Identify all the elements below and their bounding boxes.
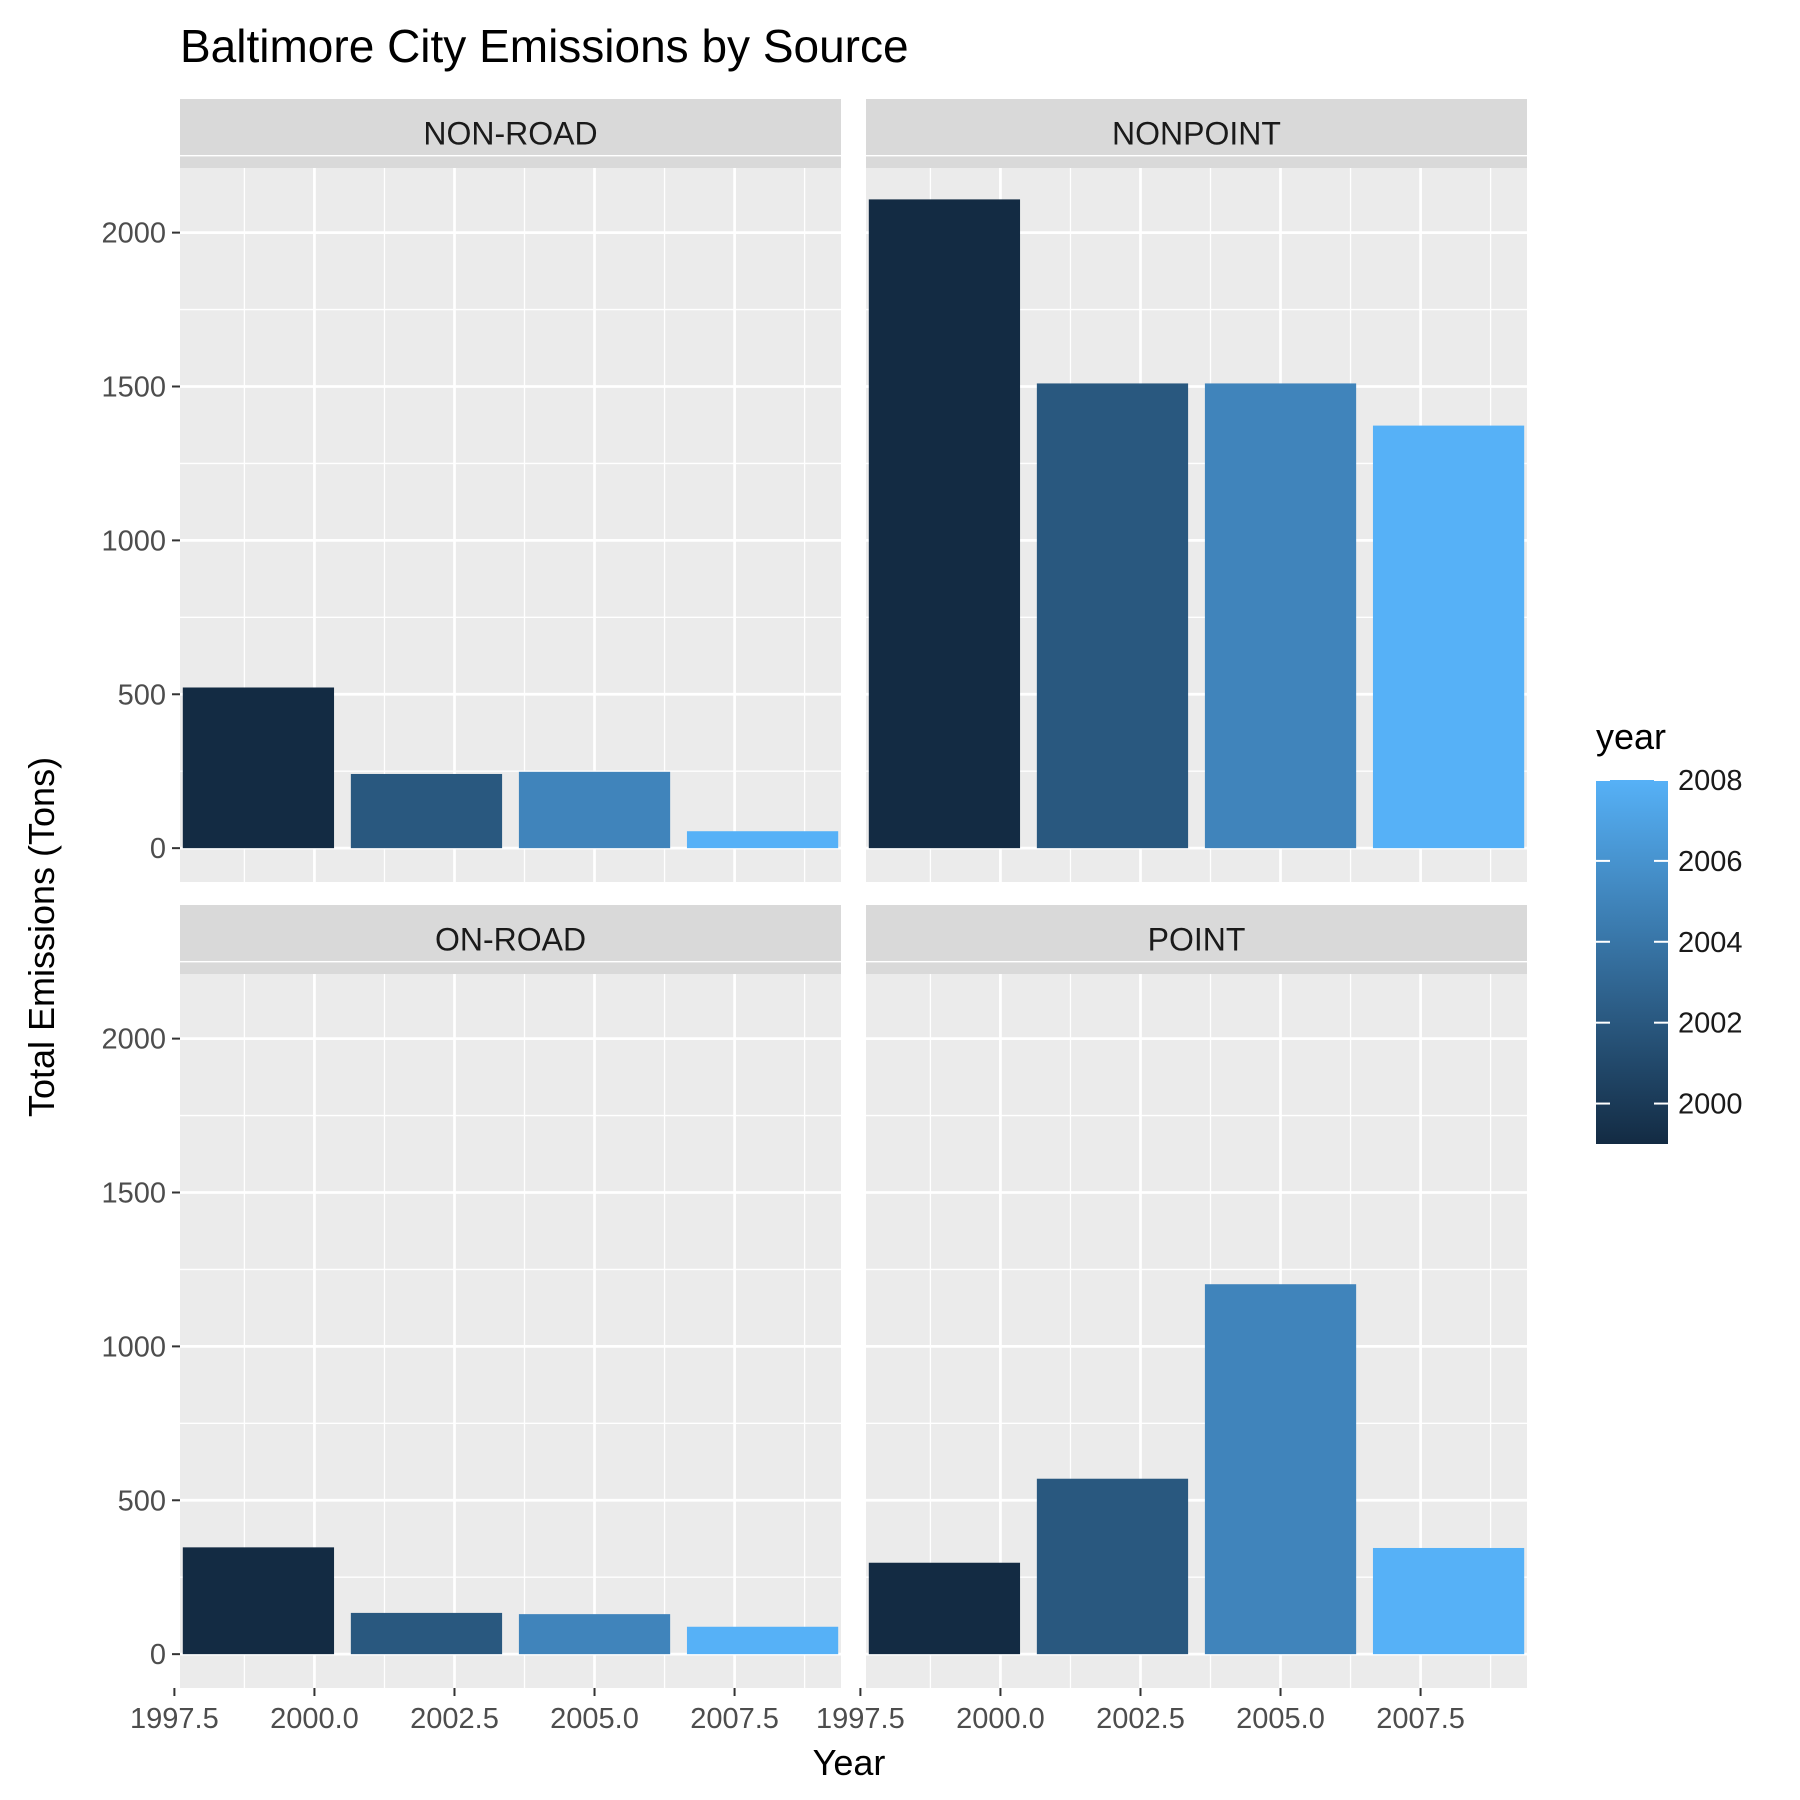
x-tick-label: 2007.5 <box>1376 1703 1465 1735</box>
x-tick-label: 2000.0 <box>270 1703 359 1735</box>
legend-title: year <box>1596 716 1666 757</box>
legend-label: 2006 <box>1678 846 1743 878</box>
strip-label: NON-ROAD <box>423 116 597 152</box>
y-tick-label: 500 <box>118 1485 166 1517</box>
panel-on-road: ON-ROAD 0 500 1000 1500 2000 1997.5 2000.0 2002.… <box>101 905 841 1735</box>
panel-point: POINT 1997.5 2000.0 2002.5 2005.0 2007.5 <box>816 905 1527 1735</box>
y-tick-label: 1000 <box>101 1331 166 1363</box>
x-tick-label: 1997.5 <box>130 1703 219 1735</box>
bar-point-2005 <box>1204 1284 1357 1655</box>
x-tick-label: 2000.0 <box>956 1703 1045 1735</box>
legend-label: 2008 <box>1678 765 1743 797</box>
x-tick-label: 1997.5 <box>816 1703 905 1735</box>
legend: year 2000 2002 2004 2006 2008 <box>1596 716 1743 1144</box>
legend-colorbar <box>1596 780 1668 1144</box>
legend-label: 2002 <box>1678 1008 1743 1040</box>
bar-non-road-1999 <box>182 687 335 849</box>
x-tick-label: 2005.0 <box>550 1703 639 1735</box>
strip-nonpoint <box>866 99 1527 168</box>
bar-nonpoint-1999 <box>868 199 1021 849</box>
strip-label: ON-ROAD <box>435 922 586 958</box>
bar-point-2008 <box>1372 1547 1525 1655</box>
x-tick-label: 2002.5 <box>410 1703 499 1735</box>
bar-non-road-2008 <box>686 831 839 849</box>
legend-ticks: 2000 2002 2004 2006 2008 <box>1596 765 1743 1121</box>
strip-label: POINT <box>1148 922 1246 958</box>
panel-nonpoint: NONPOINT <box>859 99 1527 882</box>
y-tick-label: 2000 <box>101 1024 166 1056</box>
legend-label: 2004 <box>1678 927 1743 959</box>
y-tick-label: 1500 <box>101 1178 166 1210</box>
bar-on-road-1999 <box>182 1547 335 1655</box>
x-axis-title: Year <box>813 1742 886 1783</box>
strip-on-road <box>180 905 841 974</box>
y-tick-label: 1000 <box>101 525 166 557</box>
bar-on-road-2002 <box>350 1612 503 1655</box>
bar-point-2002 <box>1036 1478 1189 1655</box>
facet-panels: NON-ROAD 0 500 1000 1500 2000 NONPOINT ON-ROAD 0… <box>101 99 1527 1735</box>
strip-point <box>866 905 1527 974</box>
bar-on-road-2005 <box>518 1614 671 1655</box>
x-tick-label: 2007.5 <box>690 1703 779 1735</box>
strip-label: NONPOINT <box>1112 116 1281 152</box>
y-tick-label: 2000 <box>101 218 166 250</box>
bar-nonpoint-2005 <box>1204 383 1357 849</box>
x-tick-label: 2002.5 <box>1096 1703 1185 1735</box>
y-axis-title: Total Emissions (Tons) <box>21 757 62 1117</box>
panel-non-road: NON-ROAD 0 500 1000 1500 2000 <box>101 99 841 882</box>
bar-on-road-2008 <box>686 1626 839 1655</box>
x-tick-label: 2005.0 <box>1236 1703 1325 1735</box>
bar-non-road-2005 <box>518 771 671 849</box>
bar-nonpoint-2002 <box>1036 383 1189 849</box>
bar-non-road-2002 <box>350 773 503 849</box>
bar-nonpoint-2008 <box>1372 425 1525 849</box>
chart-title: Baltimore City Emissions by Source <box>180 20 909 72</box>
strip-non-road <box>180 99 841 168</box>
y-tick-label: 0 <box>150 1639 166 1671</box>
y-tick-label: 1500 <box>101 372 166 404</box>
y-tick-label: 0 <box>150 833 166 865</box>
legend-label: 2000 <box>1678 1089 1743 1121</box>
bar-point-1999 <box>868 1562 1021 1655</box>
y-tick-label: 500 <box>118 679 166 711</box>
